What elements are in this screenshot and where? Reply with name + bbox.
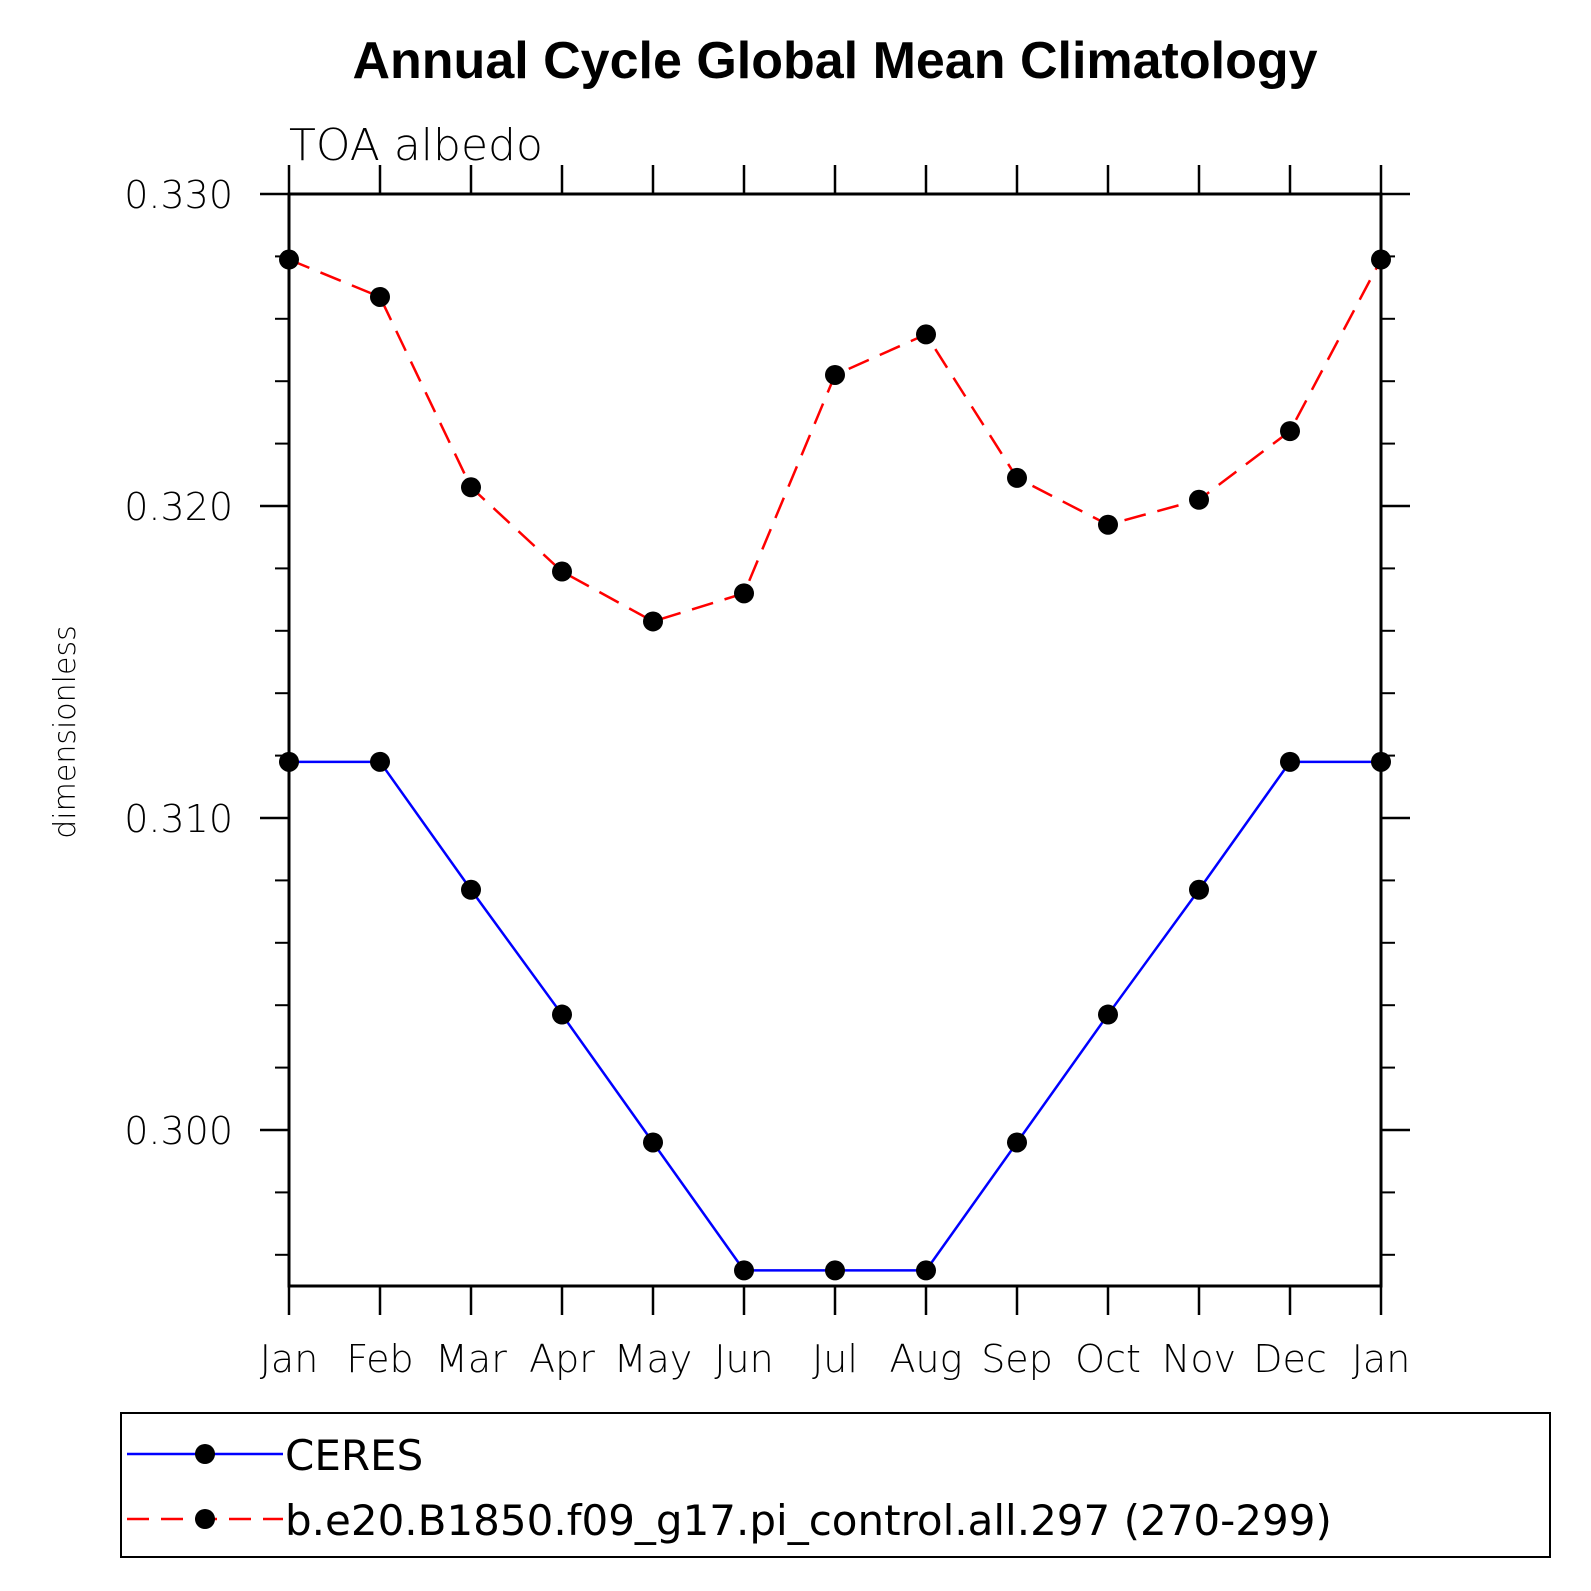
data-point-0 xyxy=(825,1260,845,1281)
data-point-0 xyxy=(916,1260,936,1281)
x-tick-label: Jan xyxy=(260,1337,319,1381)
data-point-1 xyxy=(734,583,754,604)
x-tick-label: Feb xyxy=(346,1337,413,1381)
data-point-1 xyxy=(1098,514,1118,535)
legend-label-ceres: CERES xyxy=(285,1431,423,1480)
data-point-0 xyxy=(643,1132,663,1153)
data-point-1 xyxy=(1007,467,1027,488)
legend-marker-ceres xyxy=(195,1444,215,1464)
x-tick-label: Aug xyxy=(890,1337,963,1381)
plot-frame xyxy=(287,192,1383,1288)
y-tick-label: 0.320 xyxy=(124,485,233,529)
x-tick-label: Oct xyxy=(1075,1337,1141,1381)
y-tick-label: 0.300 xyxy=(124,1109,233,1153)
series-lines xyxy=(288,258,1383,1272)
x-tick-label: Jun xyxy=(714,1337,773,1381)
data-point-0 xyxy=(1098,1004,1118,1025)
series-markers xyxy=(279,249,1391,1281)
legend: CERES b.e20.B1850.f09_g17.pi_control.all… xyxy=(120,1412,1551,1558)
y-tick-label: 0.310 xyxy=(124,797,233,841)
y-tick-label: 0.330 xyxy=(124,173,233,217)
x-tick-label: Mar xyxy=(435,1337,507,1381)
chart-subtitle: TOA albedo xyxy=(289,120,543,171)
data-point-1 xyxy=(370,286,390,307)
data-point-0 xyxy=(370,751,390,772)
legend-box xyxy=(120,1412,1551,1558)
x-tick-labels: Jan Feb Mar Apr May Jun Jul Aug Sep Oct Nov Dec Jan xyxy=(260,1337,1411,1381)
data-point-1 xyxy=(643,611,663,632)
x-tick-label: Jan xyxy=(1352,1337,1411,1381)
y-tick-labels: 0.300 0.310 0.320 0.330 xyxy=(124,173,233,1153)
legend-marker-model xyxy=(195,1509,215,1529)
x-tick-label: Nov xyxy=(1162,1337,1236,1381)
series-line-0 xyxy=(289,760,1381,1272)
x-tick-label: Dec xyxy=(1253,1337,1327,1381)
chart-title: Annual Cycle Global Mean Climatology xyxy=(352,32,1317,90)
data-point-1 xyxy=(1371,249,1391,270)
data-point-0 xyxy=(279,751,299,772)
data-point-1 xyxy=(461,477,481,498)
legend-label-model: b.e20.B1850.f09_g17.pi_control.all.297 (… xyxy=(285,1496,1332,1545)
data-point-0 xyxy=(1280,751,1300,772)
data-point-1 xyxy=(1189,489,1209,510)
data-point-0 xyxy=(552,1004,572,1025)
data-point-1 xyxy=(552,561,572,582)
data-point-1 xyxy=(916,324,936,345)
data-point-1 xyxy=(1280,421,1300,442)
data-point-0 xyxy=(1189,879,1209,900)
x-tick-label: Apr xyxy=(529,1337,595,1381)
data-point-0 xyxy=(1371,751,1391,772)
data-point-0 xyxy=(461,879,481,900)
data-point-0 xyxy=(734,1260,754,1281)
x-tick-label: Sep xyxy=(981,1337,1053,1381)
axis-ticks xyxy=(260,165,1410,1315)
data-point-1 xyxy=(825,364,845,385)
data-point-1 xyxy=(279,249,299,270)
series-line-1 xyxy=(288,258,1383,623)
x-tick-label: Jul xyxy=(812,1337,858,1381)
x-tick-label: May xyxy=(614,1337,693,1381)
data-point-0 xyxy=(1007,1132,1027,1153)
y-axis-label: dimensionless xyxy=(48,625,83,838)
